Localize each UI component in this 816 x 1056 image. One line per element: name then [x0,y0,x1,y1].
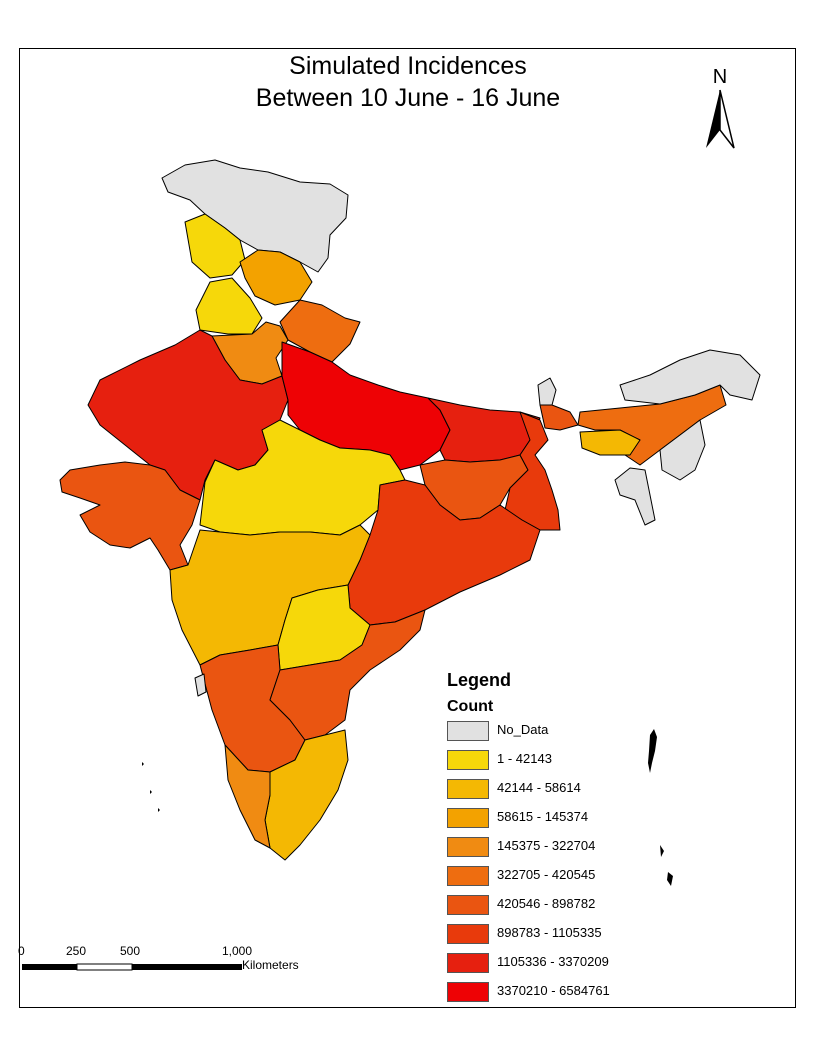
legend: Legend Count No_Data 1 - 42143 42144 - 586… [447,668,707,1008]
legend-items: No_Data 1 - 42143 42144 - 58614 58615 - 145… [447,718,707,1008]
north-label: N [712,66,728,88]
legend-swatch [447,808,489,828]
legend-label: 420546 - 898782 [497,896,596,911]
legend-swatch [447,924,489,944]
legend-item: 322705 - 420545 [447,863,707,892]
legend-swatch [447,982,489,1002]
legend-swatch [447,953,489,973]
legend-label: 42144 - 58614 [497,780,581,795]
legend-label: No_Data [497,722,549,737]
region-north-orange [239,249,313,306]
scale-tick-1000: 1,000 [222,944,253,958]
scale-tick-250: 250 [66,944,87,958]
lakshadweep-islands [142,762,160,812]
legend-swatch [447,837,489,857]
legend-swatch [447,779,489,799]
region-goa [194,673,207,697]
region-arunachal [619,349,761,405]
scale-bar-graphic [22,963,242,971]
nicobar-islands [660,845,673,886]
legend-item: No_Data [447,718,707,747]
legend-item: 42144 - 58614 [447,776,707,805]
region-nagaland-manipur [659,419,706,481]
region-tripura-mizoram [614,467,656,526]
legend-item: 58615 - 145374 [447,805,707,834]
legend-label: 58615 - 145374 [497,809,589,824]
region-west-bengal [504,411,561,531]
legend-label: 898783 - 1105335 [497,925,602,940]
region-kerala [224,744,271,849]
legend-swatch [447,866,489,886]
map-title: Simulated Incidences Between 10 June - 1… [0,50,816,114]
scale-tick-500: 500 [120,944,141,958]
legend-item: 420546 - 898782 [447,892,707,921]
legend-item: 1105336 - 3370209 [447,950,707,979]
legend-subtitle: Count [447,698,494,715]
north-arrow-icon [706,89,735,149]
legend-label: 322705 - 420545 [497,867,596,882]
scale-tick-0: 0 [18,944,25,958]
legend-item: 3370210 - 6584761 [447,979,707,1008]
region-sikkim [537,377,557,406]
title-line-2: Between 10 June - 16 June [255,84,561,112]
legend-title: Legend [447,670,512,690]
legend-swatch [447,895,489,915]
andaman-islands [648,729,657,773]
legend-swatch [447,721,489,741]
title-line-1: Simulated Incidences [289,52,527,80]
legend-item: 898783 - 1105335 [447,921,707,950]
map-frame [19,48,796,1008]
legend-label: 3370210 - 6584761 [497,983,610,998]
legend-item: 1 - 42143 [447,747,707,776]
legend-label: 1 - 42143 [497,751,552,766]
legend-label: 1105336 - 3370209 [497,954,609,969]
region-andhra-pradesh [269,609,426,741]
region-uttarakhand [279,299,361,363]
legend-swatch [447,750,489,770]
scale-bar: 0 250 500 1,000 Kilometers [14,944,334,984]
region-meghalaya [579,429,641,456]
region-bengal-north [539,404,579,431]
scale-unit: Kilometers [242,958,299,972]
legend-label: 145375 - 322704 [497,838,596,853]
legend-item: 145375 - 322704 [447,834,707,863]
